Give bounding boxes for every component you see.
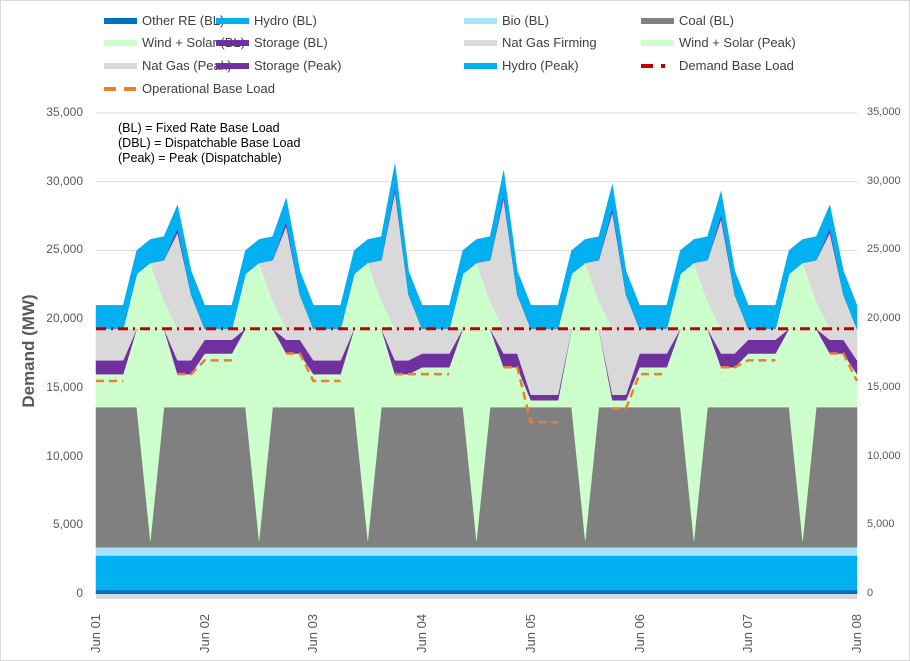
x-tick-label: Jun 02 bbox=[196, 613, 212, 653]
secondary-y-tick-label: 5,000 bbox=[867, 518, 895, 531]
y-tick-label: 0 bbox=[76, 586, 83, 600]
legend-item-other-re-bl: Other RE (BL) bbox=[104, 13, 224, 28]
legend-item-coal-bl: Coal (BL) bbox=[641, 13, 734, 28]
y-tick-label: 30,000 bbox=[46, 173, 83, 188]
legend-label: Storage (BL) bbox=[254, 35, 328, 50]
secondary-y-tick-label: 35,000 bbox=[867, 106, 901, 118]
legend-label: Wind + Solar (BL) bbox=[142, 35, 245, 50]
note-bl: (BL) = Fixed Rate Base Load bbox=[118, 121, 280, 135]
secondary-y-tick-label: 10,000 bbox=[867, 449, 901, 462]
legend-item-bio-bl: Bio (BL) bbox=[464, 13, 549, 28]
legend-swatch bbox=[104, 86, 137, 91]
y-tick-label: 25,000 bbox=[46, 242, 83, 257]
legend-swatch bbox=[464, 17, 497, 24]
legend-swatch bbox=[641, 17, 674, 24]
legend-swatch bbox=[216, 39, 249, 46]
legend-item-operational-base-load: Operational Base Load bbox=[104, 81, 275, 96]
legend-swatch bbox=[464, 62, 497, 69]
legend-label: Operational Base Load bbox=[142, 81, 275, 96]
legend-item-wind-solar-bl: Wind + Solar (BL) bbox=[104, 35, 245, 50]
y-tick-label: 15,000 bbox=[46, 379, 83, 394]
legend-swatch bbox=[216, 17, 249, 24]
legend-item-nat-gas-firming: Nat Gas Firming bbox=[464, 35, 597, 50]
legend-item-wind-solar-peak: Wind + Solar (Peak) bbox=[641, 35, 796, 50]
y-tick-label: 20,000 bbox=[46, 311, 83, 326]
x-tick-label: Jun 01 bbox=[88, 613, 103, 653]
legend-item-storage-bl: Storage (BL) bbox=[216, 35, 328, 50]
legend-label: Nat Gas Firming bbox=[502, 35, 597, 50]
secondary-y-tick-label: 15,000 bbox=[867, 380, 901, 393]
x-tick-label: Jun 04 bbox=[414, 613, 430, 653]
legend-item-hydro-bl: Hydro (BL) bbox=[216, 13, 317, 28]
legend-label: Hydro (Peak) bbox=[502, 58, 579, 73]
legend-swatch bbox=[464, 39, 497, 46]
y-tick-label: 35,000 bbox=[46, 105, 83, 119]
x-tick-label: Jun 05 bbox=[522, 613, 538, 653]
x-tick-label: Jun 03 bbox=[305, 613, 321, 653]
legend-label: Storage (Peak) bbox=[254, 58, 342, 73]
x-axis-line bbox=[96, 594, 857, 599]
legend-item-storage-peak: Storage (Peak) bbox=[216, 58, 341, 73]
legend-swatch bbox=[216, 62, 249, 69]
y-tick-label: 10,000 bbox=[46, 448, 83, 463]
note-peak: (Peak) = Peak (Dispatchable) bbox=[118, 151, 282, 165]
legend-item-demand-base-load: Demand Base Load bbox=[641, 58, 794, 73]
line-operational-base-load bbox=[96, 352, 859, 424]
area-other-re-bl bbox=[95, 589, 858, 595]
x-tick-label: Jun 07 bbox=[740, 613, 756, 653]
x-tick-label: Jun 08 bbox=[849, 613, 864, 653]
y-tick-label: 5,000 bbox=[52, 517, 83, 532]
legend-swatch bbox=[104, 39, 137, 46]
note-dbl: (DBL) = Dispatchable Base Load bbox=[118, 136, 301, 150]
legend-item-hydro-peak: Hydro (Peak) bbox=[464, 58, 579, 73]
legend-label: Bio (BL) bbox=[502, 13, 549, 28]
area-bio-bl bbox=[95, 547, 858, 556]
x-tick-label: Jun 06 bbox=[631, 613, 647, 653]
legend-swatch bbox=[641, 63, 674, 68]
legend-item-nat-gas-peak: Nat Gas (Peak) bbox=[104, 58, 232, 73]
legend-label: Hydro (BL) bbox=[254, 13, 317, 28]
legend-label: Coal (BL) bbox=[679, 13, 734, 28]
legend-label: Nat Gas (Peak) bbox=[142, 58, 232, 73]
legend-label: Demand Base Load bbox=[679, 58, 794, 73]
secondary-y-tick-label: 30,000 bbox=[867, 174, 901, 187]
legend-swatch bbox=[104, 17, 137, 24]
secondary-y-tick-label: 0 bbox=[867, 587, 874, 599]
legend-label: Other RE (BL) bbox=[142, 13, 225, 28]
legend-label: Wind + Solar (Peak) bbox=[679, 35, 796, 50]
secondary-y-tick-label: 25,000 bbox=[867, 243, 901, 256]
legend-swatch bbox=[641, 39, 674, 46]
legend-swatch bbox=[104, 62, 137, 69]
area-hydro-bl bbox=[95, 555, 858, 591]
secondary-y-tick-label: 20,000 bbox=[867, 312, 901, 325]
